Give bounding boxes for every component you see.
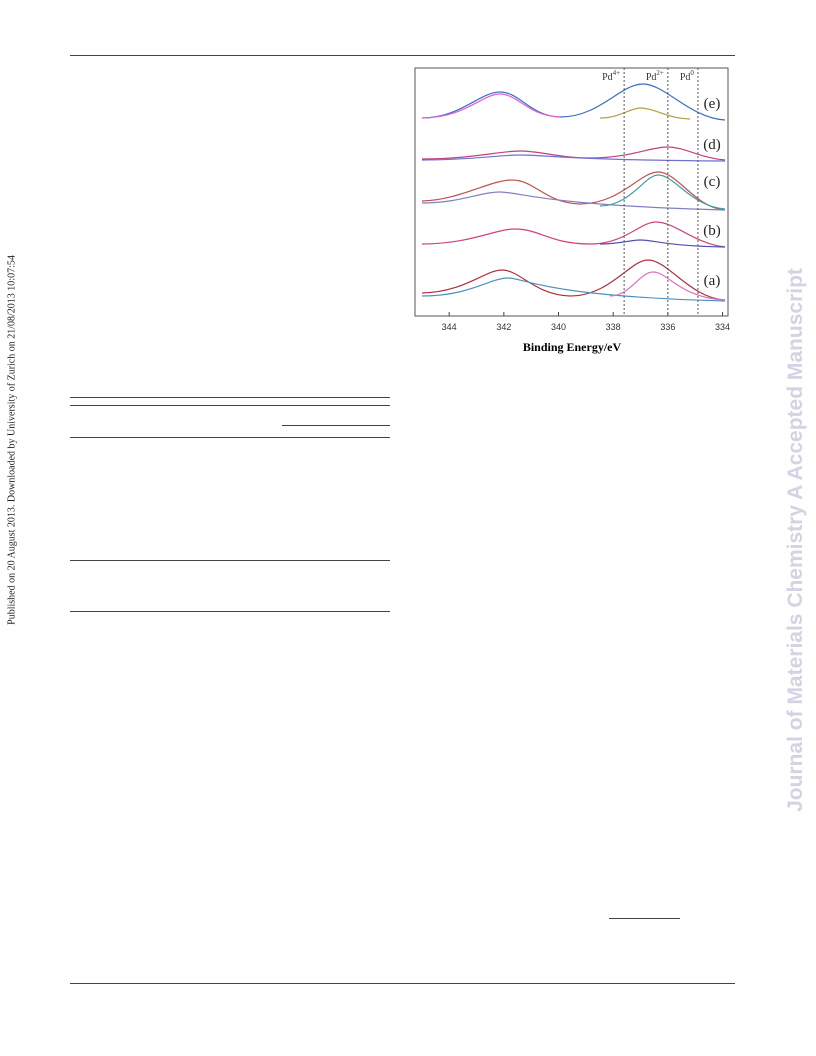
- reference-label: Pd2+: [646, 69, 664, 83]
- spectrum-b-fit: [599, 239, 726, 248]
- spectrum-d-fit: [421, 154, 726, 162]
- table-rule: [70, 405, 390, 406]
- spectrum-label: (c): [704, 174, 721, 190]
- spectrum-c-fit: [421, 191, 726, 211]
- plot-frame: [414, 67, 729, 317]
- table-rule: [70, 437, 390, 438]
- footnote-rule: [609, 918, 680, 919]
- x-tick-label: 344: [442, 322, 457, 332]
- spectrum-b: [421, 221, 726, 248]
- table-rule: [70, 611, 390, 612]
- footer-rule: [70, 983, 735, 984]
- spectra: [421, 83, 726, 302]
- x-tick-label: 342: [496, 322, 511, 332]
- spectrum-label: (e): [704, 96, 721, 112]
- table-rule: [282, 425, 390, 426]
- spectrum-e-fit: [421, 93, 561, 119]
- table-rule: [70, 397, 390, 398]
- reference-sup: 2+: [656, 69, 664, 77]
- reference-label: Pd4+: [602, 69, 620, 83]
- reference-sup: 4+: [613, 69, 621, 77]
- reference-base: Pd: [602, 72, 613, 83]
- x-tick-label: 340: [551, 322, 566, 332]
- spectrum-a: [421, 259, 726, 301]
- spectrum-label: (d): [703, 137, 721, 153]
- spectrum-e-fit: [599, 107, 691, 120]
- header-rule: [70, 55, 735, 56]
- spectrum-label: (b): [703, 223, 721, 239]
- reference-base: Pd: [646, 72, 657, 83]
- spectrum-c-fit: [599, 174, 726, 210]
- x-tick-label: 338: [606, 322, 621, 332]
- table-rule: [70, 560, 390, 561]
- reference-label: Pd0: [680, 69, 695, 83]
- spectrum-c: [421, 171, 726, 211]
- x-tick-label: 334: [715, 322, 730, 332]
- x-axis-label: Binding Energy/eV: [523, 340, 622, 354]
- spectrum-a-fit: [421, 277, 726, 302]
- x-tick-label: 336: [660, 322, 675, 332]
- reference-sup: 0: [690, 69, 694, 77]
- spectrum-a-fit: [609, 271, 726, 301]
- reference-base: Pd: [680, 72, 691, 83]
- spectrum-e: [421, 83, 726, 121]
- spectrum-label: (a): [704, 273, 721, 289]
